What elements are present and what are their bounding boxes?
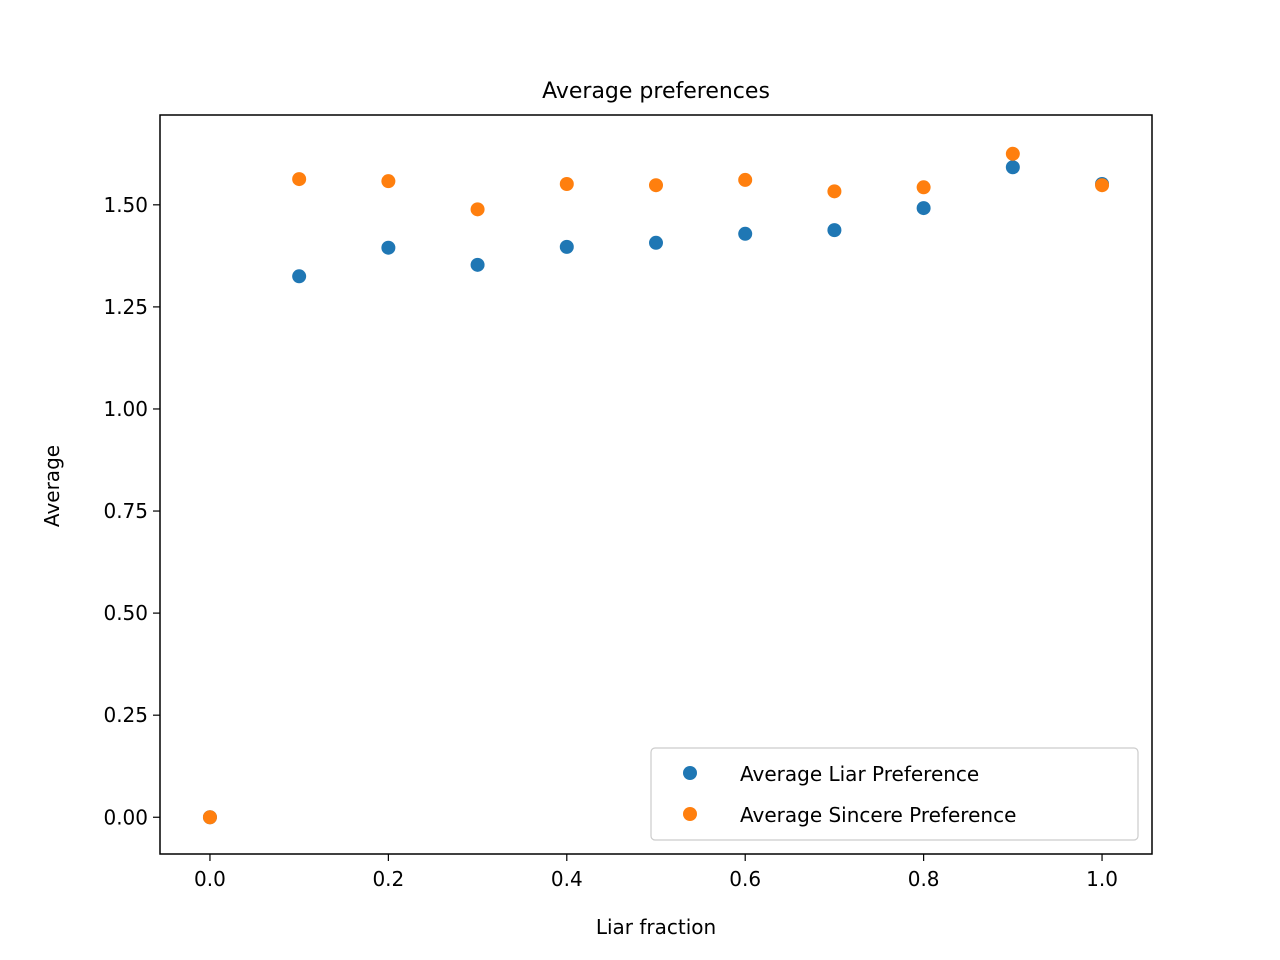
data-point-liar: [292, 269, 307, 284]
legend-marker-liar: [683, 766, 697, 780]
y-tick-label: 0.50: [103, 601, 148, 625]
plot-area-frame: [159, 114, 1153, 855]
chart-title: Average preferences: [542, 79, 770, 104]
x-tick-label: 0.0: [194, 867, 226, 891]
data-point-sincere: [1095, 178, 1110, 193]
data-point-sincere: [738, 172, 753, 187]
x-axis-ticks: 0.0 0.2 0.4 0.6 0.8 1.0: [194, 854, 1118, 891]
data-point-sincere: [381, 174, 396, 189]
y-axis-label: Average: [40, 445, 64, 527]
y-tick-label: 1.50: [103, 193, 148, 217]
data-point-sincere: [559, 177, 574, 192]
y-tick-label: 1.00: [103, 397, 148, 421]
data-point-liar: [470, 257, 485, 272]
legend-label-sincere: Average Sincere Preference: [740, 803, 1016, 827]
legend-label-liar: Average Liar Preference: [740, 762, 979, 786]
legend: Average Liar Preference Average Sincere …: [650, 747, 1139, 841]
data-points: [202, 146, 1110, 825]
data-point-sincere: [827, 184, 842, 199]
y-tick-label: 1.25: [103, 295, 148, 319]
data-point-sincere: [202, 810, 217, 825]
data-point-sincere: [292, 172, 307, 187]
y-tick-label: 0.00: [103, 805, 148, 829]
x-tick-label: 1.0: [1086, 867, 1118, 891]
x-tick-label: 0.4: [551, 867, 583, 891]
data-point-liar: [559, 239, 574, 254]
data-point-sincere: [1005, 146, 1020, 161]
legend-marker-sincere: [683, 807, 697, 821]
data-point-liar: [1005, 160, 1020, 175]
data-point-liar: [827, 223, 842, 238]
data-point-sincere: [649, 178, 663, 193]
x-tick-label: 0.6: [729, 867, 761, 891]
y-tick-label: 0.75: [103, 499, 148, 523]
data-point-liar: [738, 226, 753, 241]
y-axis-ticks: 0.00 0.25 0.50 0.75 1.00 1.25 1.50: [103, 193, 160, 829]
legend-box: [650, 747, 1139, 841]
data-point-sincere: [916, 180, 931, 195]
y-tick-label: 0.25: [103, 703, 148, 727]
data-point-sincere: [470, 202, 485, 217]
x-tick-label: 0.2: [372, 867, 404, 891]
x-axis-label: Liar fraction: [596, 915, 716, 939]
x-tick-label: 0.8: [908, 867, 940, 891]
data-point-liar: [649, 235, 663, 250]
data-point-liar: [916, 201, 931, 216]
data-point-liar: [381, 240, 396, 255]
